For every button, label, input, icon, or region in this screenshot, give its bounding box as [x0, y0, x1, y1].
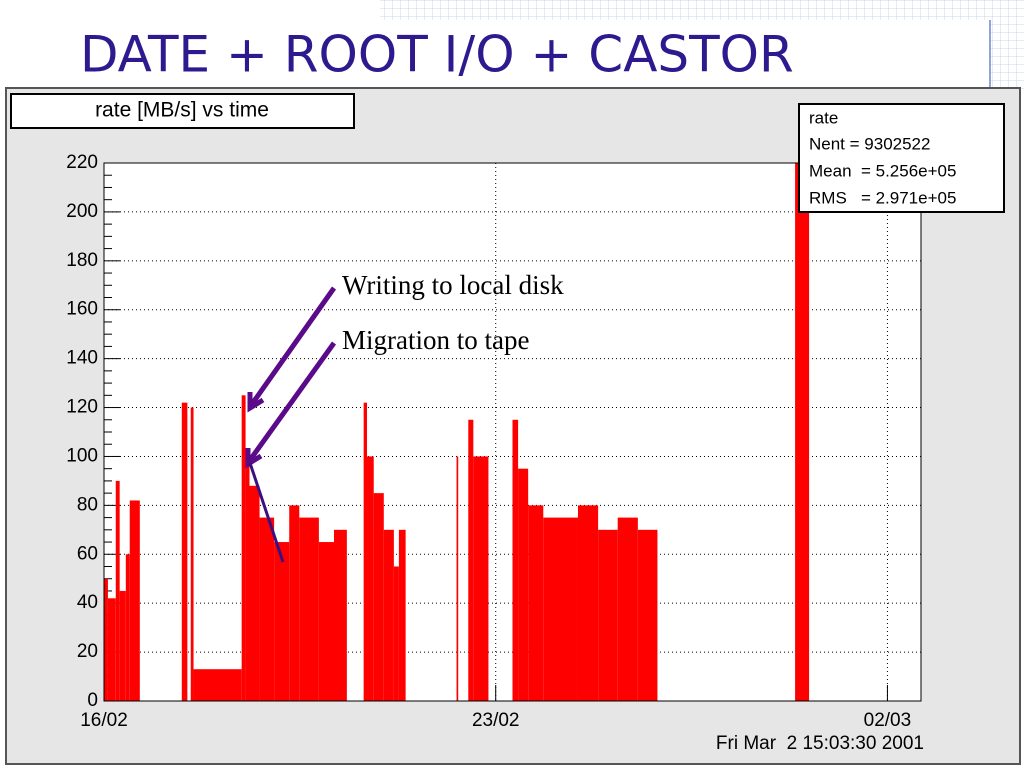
bar: [383, 529, 394, 701]
x-tick-label: 02/03: [864, 710, 912, 731]
bar: [129, 500, 140, 701]
bar: [245, 456, 250, 701]
bar: [456, 456, 459, 701]
background-pattern: [990, 0, 1024, 90]
stats-box: [798, 103, 1005, 213]
bar: [259, 517, 275, 701]
arrow: [249, 286, 337, 406]
y-tick-label: 120: [66, 397, 98, 418]
bar: [107, 598, 116, 701]
y-tick-label: 40: [77, 592, 98, 613]
stats-line: RMS = 2.971e+05: [809, 188, 956, 207]
x-tick-label: 16/02: [80, 710, 128, 731]
slide-title: DATE + ROOT I/O + CASTOR: [80, 26, 794, 84]
bar: [190, 407, 194, 701]
annotation: Migration to tape: [342, 325, 529, 355]
y-tick-label: 100: [66, 445, 98, 466]
bar: [617, 517, 638, 701]
y-tick-label: 180: [66, 250, 98, 271]
bar: [318, 542, 334, 701]
bar: [528, 505, 544, 701]
bar: [367, 456, 374, 701]
bar: [543, 517, 578, 701]
pad-title-box: [10, 93, 355, 129]
pad-title: rate [MB/s] vs time: [95, 99, 269, 122]
trend-line: [248, 462, 285, 563]
stats-line: Mean = 5.256e+05: [809, 161, 956, 180]
bar: [333, 529, 347, 701]
y-tick-label: 160: [66, 299, 98, 320]
bar: [104, 578, 108, 701]
x-tick-label: 23/02: [472, 710, 520, 731]
stats-line: Nent = 9302522: [809, 134, 930, 153]
bar: [398, 529, 406, 701]
annotation: Writing to local disk: [342, 270, 564, 300]
bar: [795, 163, 810, 701]
y-tick-label: 60: [77, 543, 98, 564]
bars: [104, 163, 810, 701]
bar: [119, 590, 126, 701]
bar: [473, 456, 489, 701]
bar: [115, 480, 120, 701]
bar: [274, 542, 290, 701]
y-tick-label: 80: [77, 494, 98, 515]
bar: [249, 485, 260, 701]
arrows: [245, 286, 337, 469]
bar: [181, 402, 188, 701]
bar: [518, 468, 529, 701]
bar: [468, 419, 474, 701]
bar: [125, 554, 130, 701]
y-tick-label: 140: [66, 348, 98, 369]
bar: [512, 419, 519, 701]
bar: [241, 395, 246, 701]
arrow: [247, 341, 337, 462]
y-tick-label: 0: [87, 690, 98, 711]
plot: 0 20 40 60 80 100 120 140 160 180 200 220 16/02 23/02…: [66, 152, 922, 731]
stats-title: rate: [809, 108, 838, 127]
bar: [598, 529, 618, 701]
bar: [289, 505, 300, 701]
bar: [577, 505, 599, 701]
y-tick-label: 20: [77, 641, 98, 662]
y-tick-label: 220: [66, 152, 98, 173]
bar: [363, 402, 368, 701]
bar: [373, 493, 384, 701]
arrow-head: [247, 392, 265, 413]
y-tick-label: 200: [66, 201, 98, 222]
bar: [637, 529, 658, 701]
arrow-head: [245, 448, 263, 469]
timestamp: Fri Mar 2 15:03:30 2001: [716, 733, 924, 754]
bar: [393, 566, 399, 701]
bar: [193, 669, 242, 701]
plot-frame-outline: [103, 162, 922, 702]
bar: [299, 517, 319, 701]
background-pattern: [380, 0, 1024, 20]
